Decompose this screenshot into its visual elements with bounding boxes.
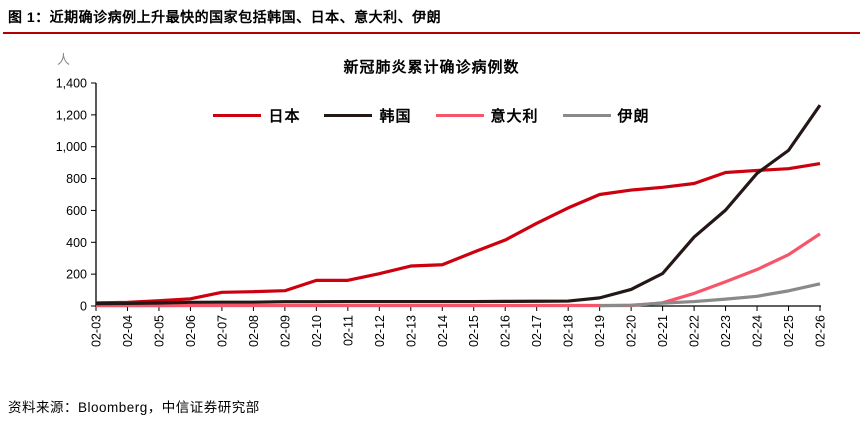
x-tick-label: 02-26: [814, 315, 828, 347]
y-tick-label: 1,400: [56, 77, 87, 91]
x-tick-label: 02-07: [215, 315, 229, 347]
legend-item-iran: 伊朗: [562, 105, 650, 126]
legend-label-korea: 韩国: [379, 107, 412, 125]
legend-line-iran: [562, 113, 611, 117]
series-line-iran: [599, 282, 821, 308]
series-line-korea: [95, 104, 822, 306]
x-tick-label: 02-08: [247, 315, 261, 347]
x-tick-label: 02-17: [530, 315, 544, 347]
x-tick-label: 02-13: [404, 315, 418, 347]
legend-line-italy: [435, 113, 484, 117]
series-line-japan: [95, 162, 821, 305]
x-tick-label: 02-12: [373, 315, 387, 347]
x-tick-label: 02-14: [436, 315, 450, 347]
x-tick-label: 02-11: [341, 315, 355, 346]
x-tick-label: 02-24: [751, 315, 765, 347]
y-axis-unit-label: 人: [56, 52, 70, 67]
x-tick-label: 02-25: [782, 315, 796, 347]
x-tick-label: 02-22: [688, 315, 702, 347]
legend-label-italy: 意大利: [490, 107, 539, 125]
legend-line-japan: [213, 113, 262, 117]
x-tick-label: 02-06: [184, 315, 198, 347]
series-line-italy: [96, 232, 821, 308]
chart-title: 新冠肺炎累计确诊病例数: [343, 59, 520, 76]
y-tick-label: 200: [66, 268, 87, 282]
header-rule: [3, 32, 860, 34]
x-tick-label: 02-04: [121, 315, 135, 347]
legend-item-japan: 日本: [213, 105, 300, 126]
x-tick-label: 02-10: [310, 315, 324, 347]
legend-line-korea: [324, 113, 373, 117]
x-tick-label: 02-19: [593, 315, 607, 347]
x-tick-label: 02-05: [152, 315, 166, 347]
x-tick-label: 02-21: [656, 315, 670, 347]
y-tick-label: 0: [80, 300, 87, 314]
x-tick-label: 02-16: [499, 315, 513, 347]
y-tick-label: 600: [66, 204, 87, 218]
chart-legend: 日本 韩国 意大利 伊朗: [0, 104, 863, 126]
y-tick-label: 1,000: [56, 140, 87, 154]
y-tick-label: 400: [66, 236, 87, 250]
y-tick-label: 1,200: [56, 108, 87, 122]
source-note: 资料来源：Bloomberg，中信证券研究部: [8, 400, 260, 415]
x-tick-label: 02-09: [278, 315, 292, 347]
x-tick-label: 02-18: [562, 315, 576, 347]
x-tick-label: 02-20: [625, 315, 639, 347]
legend-item-korea: 韩国: [324, 105, 411, 126]
legend-label-japan: 日本: [268, 107, 301, 125]
x-tick-label: 02-23: [719, 315, 733, 347]
x-tick-label: 02-03: [90, 315, 104, 347]
y-tick-label: 800: [66, 172, 87, 186]
x-tick-label: 02-15: [467, 315, 481, 347]
figure-title: 图 1：近期确诊病例上升最快的国家包括韩国、日本、意大利、伊朗: [8, 9, 442, 25]
legend-item-italy: 意大利: [435, 105, 539, 126]
legend-label-iran: 伊朗: [617, 107, 650, 125]
